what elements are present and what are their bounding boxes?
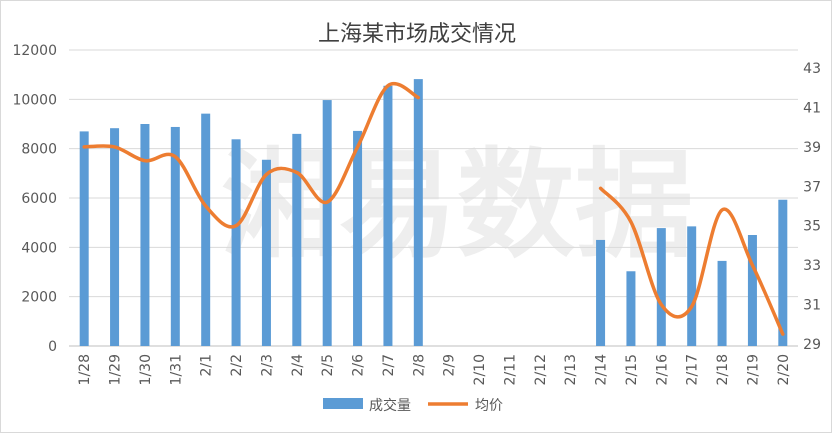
bar xyxy=(261,159,271,346)
left-axis-ticks: 0 2000 4000 6000 8000 10000 12000 xyxy=(12,43,57,355)
left-tick-label: 8000 xyxy=(21,142,57,158)
bar xyxy=(79,131,89,346)
left-tick-label: 10000 xyxy=(12,92,57,108)
bar xyxy=(656,228,666,346)
bars xyxy=(79,79,788,347)
legend: 成交量 均价 xyxy=(323,397,503,414)
legend-label-bar: 成交量 xyxy=(369,397,411,414)
bar xyxy=(140,124,150,346)
left-tick-label: 2000 xyxy=(21,290,57,306)
bar xyxy=(383,85,393,347)
bar xyxy=(413,79,423,347)
bar xyxy=(687,226,697,346)
bar xyxy=(626,271,636,346)
left-tick-label: 6000 xyxy=(21,191,57,207)
right-axis-ticks: 29 31 33 35 37 39 41 43 xyxy=(803,61,821,353)
x-tick-label: 2/7 xyxy=(381,354,397,377)
bar xyxy=(322,100,332,346)
bar xyxy=(231,139,241,346)
right-tick-label: 35 xyxy=(803,219,821,235)
right-tick-label: 43 xyxy=(803,61,821,77)
x-tick-label: 2/8 xyxy=(411,354,427,377)
bar xyxy=(717,260,727,346)
bar xyxy=(747,235,757,346)
x-tick-label: 2/4 xyxy=(290,354,306,377)
x-tick-label: 2/10 xyxy=(472,354,488,385)
left-tick-label: 4000 xyxy=(21,240,57,256)
x-tick-label: 1/31 xyxy=(168,354,184,385)
x-tick-label: 1/28 xyxy=(77,354,93,385)
x-tick-label: 2/17 xyxy=(685,354,701,385)
left-tick-label: 0 xyxy=(48,339,57,355)
legend-swatch-bar xyxy=(323,398,363,409)
bar xyxy=(596,239,606,346)
x-tick-label: 2/14 xyxy=(594,354,610,386)
price-line-segment xyxy=(82,82,421,229)
bar xyxy=(353,130,363,346)
x-tick-label: 1/30 xyxy=(138,354,154,385)
price-line-segment xyxy=(598,186,785,336)
right-tick-label: 41 xyxy=(803,100,821,116)
left-tick-label: 12000 xyxy=(12,43,57,59)
x-tick-label: 2/3 xyxy=(259,354,275,377)
x-tick-label: 2/12 xyxy=(533,354,549,385)
x-tick-label: 2/20 xyxy=(776,354,792,385)
right-tick-label: 37 xyxy=(803,179,821,195)
right-tick-label: 29 xyxy=(803,337,821,353)
x-tick-label: 2/9 xyxy=(442,354,458,377)
x-tick-label: 2/1 xyxy=(199,354,215,377)
x-tick-label: 2/2 xyxy=(229,354,245,377)
x-axis-ticks: 1/28 1/29 1/30 1/31 2/1 2/2 2/3 2/4 2/5 2/6 2/7 2/8… xyxy=(77,354,792,386)
bar xyxy=(110,128,120,346)
x-tick-label: 2/15 xyxy=(624,354,640,385)
right-tick-label: 31 xyxy=(803,298,821,314)
x-tick-label: 2/5 xyxy=(320,354,336,377)
bar xyxy=(778,199,788,346)
x-tick-label: 2/16 xyxy=(654,354,670,386)
x-tick-label: 1/29 xyxy=(108,354,124,385)
x-tick-label: 2/18 xyxy=(715,354,731,385)
chart-title: 上海某市场成交情况 xyxy=(318,22,516,47)
price-line xyxy=(82,82,785,336)
x-tick-label: 2/11 xyxy=(502,354,518,385)
right-tick-label: 39 xyxy=(803,140,821,156)
x-tick-label: 2/6 xyxy=(351,354,367,377)
bar xyxy=(201,113,211,346)
bar xyxy=(292,133,302,346)
watermark: 湘易数据 xyxy=(221,136,693,274)
grid xyxy=(69,49,798,347)
x-tick-label: 2/19 xyxy=(745,354,761,385)
right-tick-label: 33 xyxy=(803,258,821,274)
x-tick-label: 2/13 xyxy=(563,354,579,385)
bar xyxy=(170,126,180,347)
legend-label-line: 均价 xyxy=(475,398,503,414)
